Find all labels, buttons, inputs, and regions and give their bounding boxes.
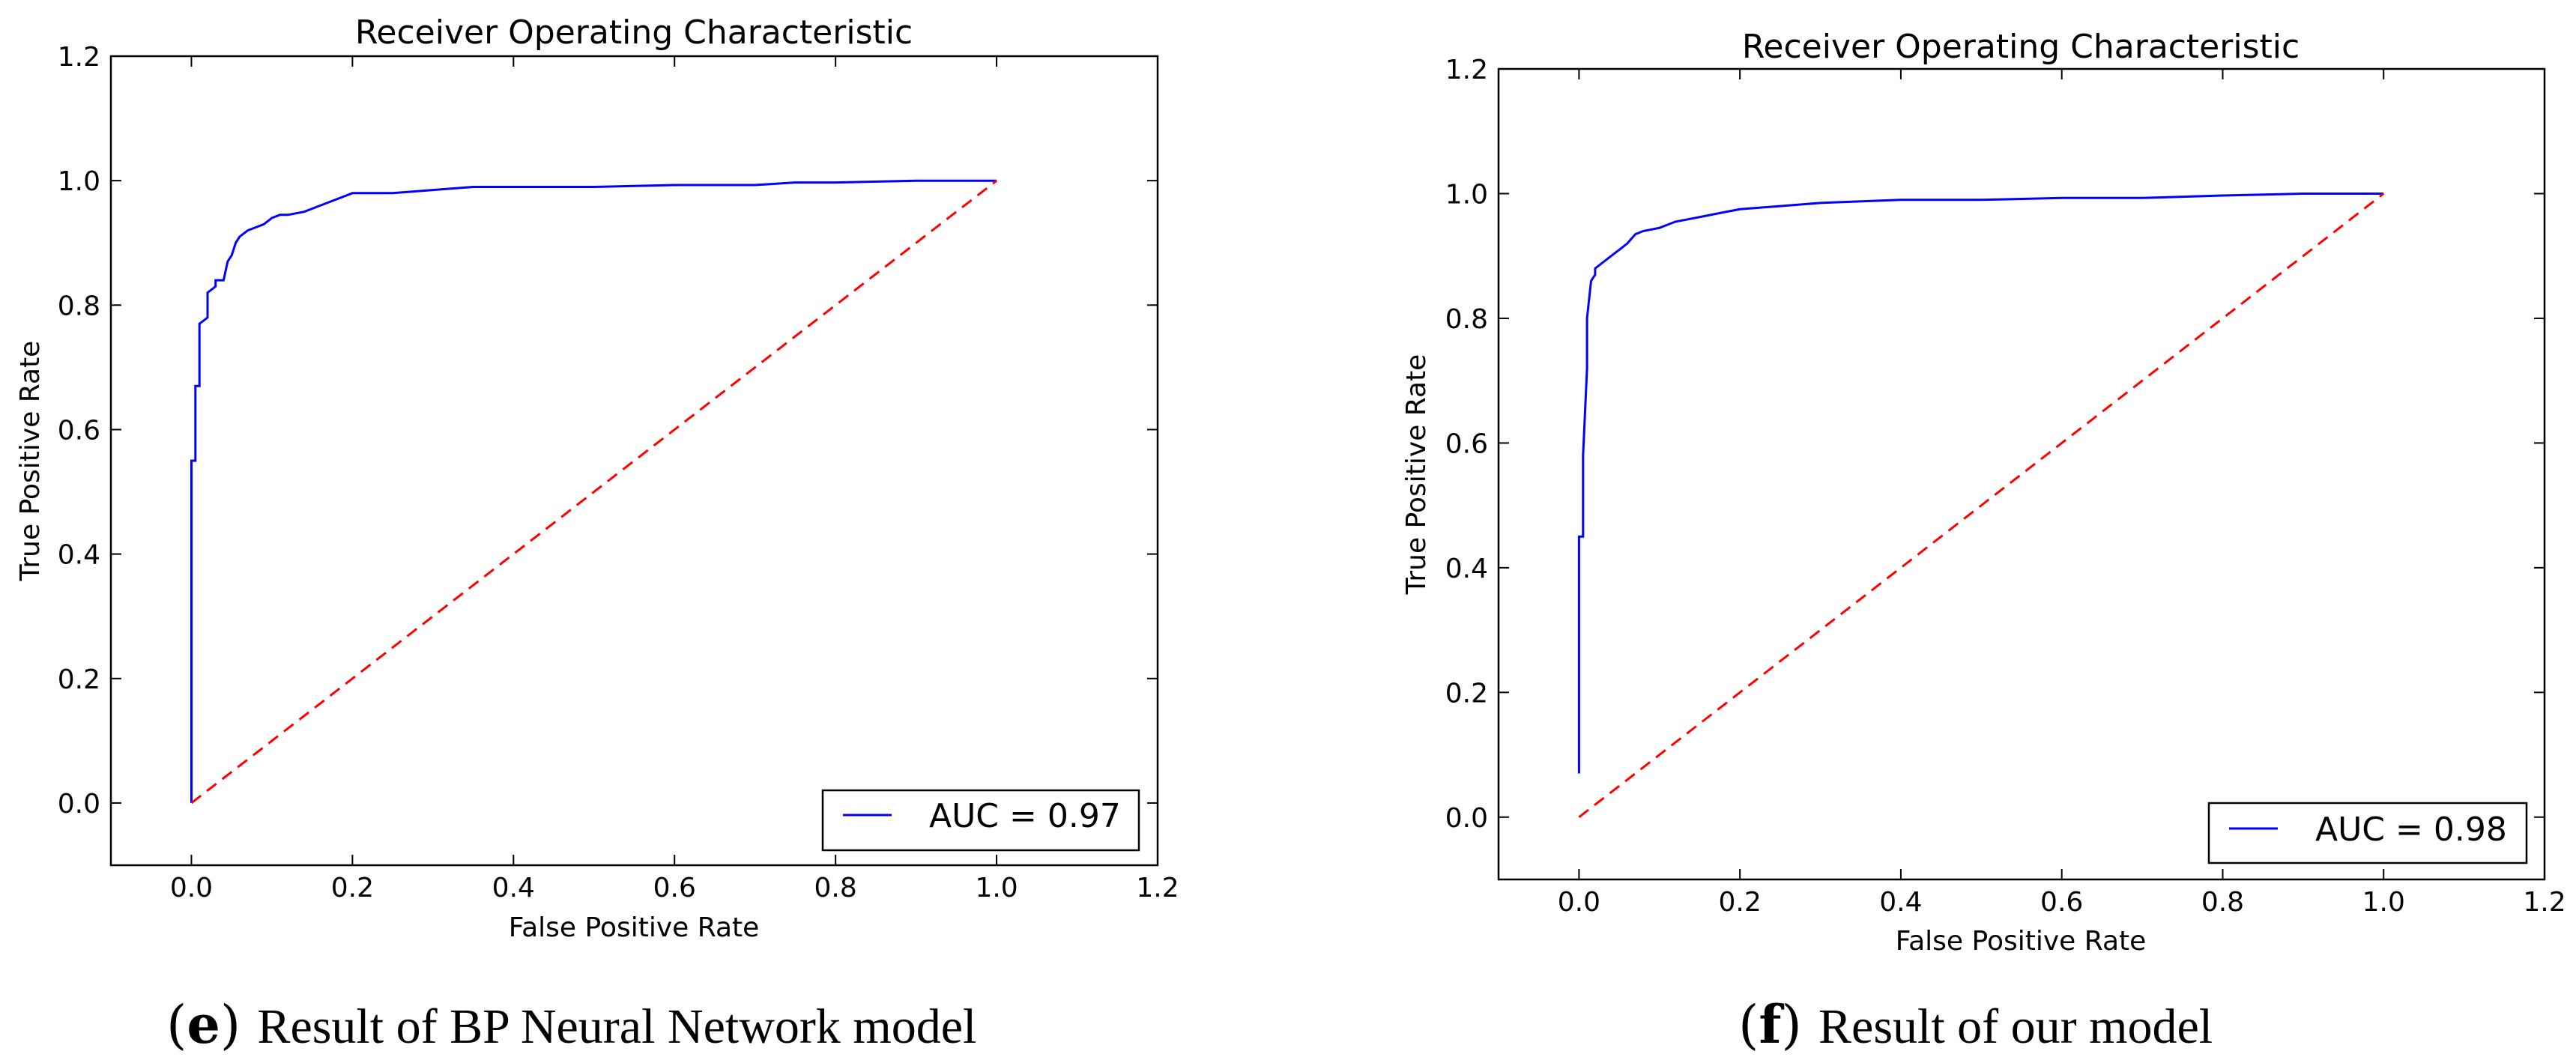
caption-letter: e	[187, 993, 220, 1056]
roc-panel-f: Receiver Operating Characteristic 0.0 0.2…	[1401, 28, 2566, 1056]
y-tick-label: 1.0	[58, 166, 100, 197]
y-tick-label: 1.2	[58, 42, 100, 73]
legend-label: AUC = 0.97	[929, 797, 1121, 835]
legend-box	[2207, 802, 2528, 864]
x-axis-label: False Positive Rate	[509, 912, 760, 943]
y-tick-label: 0.2	[1445, 678, 1488, 709]
chart-title: Receiver Operating Characteristic	[355, 13, 913, 52]
y-tick-label: 0.6	[58, 415, 100, 446]
x-tick-label: 0.0	[170, 873, 213, 903]
x-tick-label: 0.6	[2040, 887, 2083, 918]
caption-letter: f	[1759, 993, 1784, 1056]
legend: AUC = 0.97	[821, 789, 1140, 852]
x-tick-label: 1.2	[2523, 887, 2566, 918]
y-axis-label: True Positive Rate	[1401, 354, 1432, 596]
x-tick-label: 0.0	[1558, 887, 1600, 918]
y-tick-label: 0.0	[58, 789, 100, 820]
roc-curve-line	[190, 179, 997, 803]
series-layer	[1577, 193, 2385, 818]
x-tick-label: 0.4	[1879, 887, 1922, 918]
plot-frame	[109, 55, 1159, 867]
caption-text: Result of BP Neural Network model	[257, 999, 976, 1054]
legend-box	[821, 789, 1140, 852]
y-tick-label: 0.4	[1445, 554, 1488, 584]
figure-caption: (e) Result of BP Neural Network model	[166, 993, 976, 1056]
y-tick-label: 0.2	[58, 664, 100, 695]
caption-close-paren: )	[220, 994, 258, 1056]
x-tick-label: 0.8	[814, 873, 857, 903]
y-axis-label: True Positive Rate	[15, 341, 46, 582]
x-tick-label: 1.2	[1136, 873, 1179, 903]
caption-close-paren: )	[1781, 994, 1818, 1056]
legend: AUC = 0.98	[2207, 802, 2528, 864]
y-tick-label: 0.8	[1445, 304, 1488, 335]
x-tick-label: 1.0	[975, 873, 1018, 903]
x-axis: 0.0 0.2 0.4 0.6 0.8 1.0 1.2	[1558, 69, 2566, 918]
caption-text: Result of our model	[1818, 999, 2213, 1054]
series-layer	[190, 179, 998, 805]
y-axis: 0.0 0.2 0.4 0.6 0.8 1.0 1.2	[1445, 55, 2545, 834]
legend-label: AUC = 0.98	[2315, 811, 2507, 849]
chance-diagonal-line	[1578, 193, 2385, 818]
y-tick-label: 0.4	[58, 540, 100, 571]
caption-open-paren: (	[1738, 994, 1759, 1056]
y-tick-label: 0.0	[1445, 803, 1488, 834]
x-tick-label: 0.2	[331, 873, 374, 903]
y-tick-label: 1.0	[1445, 179, 1488, 210]
y-tick-label: 0.6	[1445, 428, 1488, 459]
x-tick-label: 0.2	[1719, 887, 1762, 918]
x-axis: 0.0 0.2 0.4 0.6 0.8 1.0 1.2	[170, 56, 1179, 903]
chart-title: Receiver Operating Characteristic	[1742, 28, 2300, 66]
roc-curve-line	[1577, 193, 2384, 774]
roc-panel-e: Receiver Operating Characteristic 0.0 0.2…	[15, 13, 1179, 1056]
x-tick-label: 0.4	[492, 873, 535, 903]
y-tick-label: 0.8	[58, 291, 100, 321]
caption-open-paren: (	[166, 994, 187, 1056]
x-tick-label: 1.0	[2362, 887, 2405, 918]
x-axis-label: False Positive Rate	[1896, 926, 2147, 957]
plot-frame	[1497, 67, 2546, 881]
y-tick-label: 1.2	[1445, 55, 1488, 85]
x-tick-label: 0.6	[653, 873, 696, 903]
figure-caption: (f) Result of our model	[1738, 993, 2213, 1056]
chance-diagonal-line	[190, 180, 998, 805]
y-axis: 0.0 0.2 0.4 0.6 0.8 1.0 1.2	[58, 42, 1158, 820]
x-tick-label: 0.8	[2201, 887, 2244, 918]
